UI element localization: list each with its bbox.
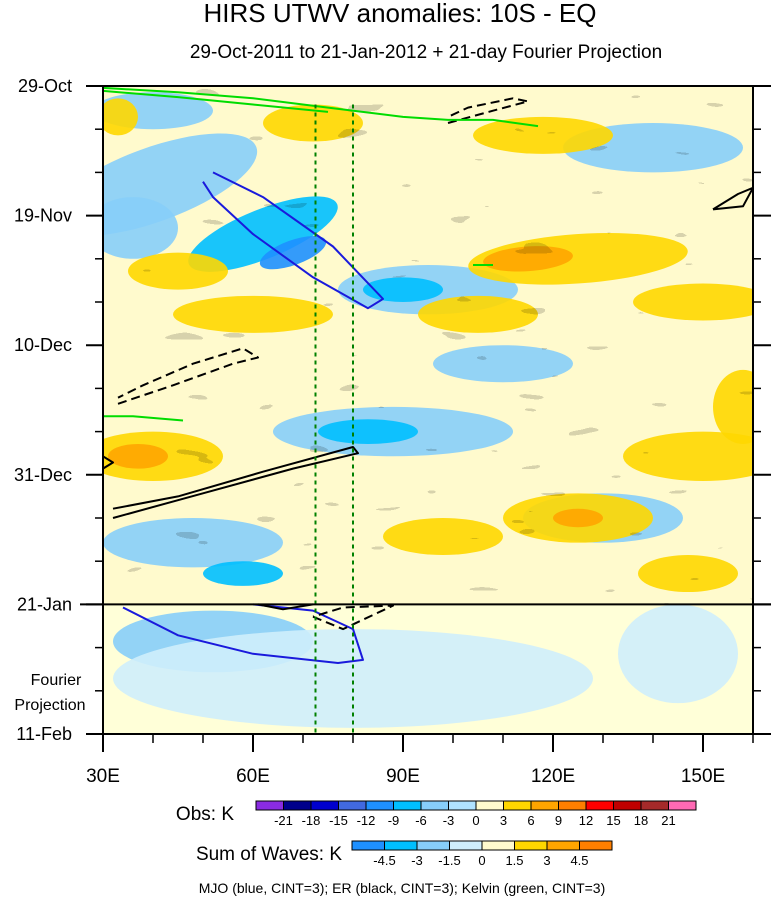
- waves-colorbar-tick-label-6: 4.5: [570, 853, 588, 868]
- anomaly-field: [103, 86, 753, 734]
- anomaly-patch-32: [113, 629, 593, 728]
- obs-colorbar-swatch-1: [283, 800, 312, 811]
- reference-longitude-lines: [314, 104, 354, 734]
- mjo-contour-0: [202, 171, 384, 310]
- obs-colorbar-swatch-3: [338, 800, 367, 811]
- obs-colorbar-tick-label-3: -12: [357, 813, 376, 828]
- y-tick-label-0: 29-Oct: [18, 76, 72, 96]
- obs-colorbar-swatch-0: [255, 800, 284, 811]
- x-tick-label-1: 60E: [236, 766, 270, 787]
- waves-colorbar-swatch-4: [481, 840, 515, 851]
- obs-colorbar-tick-label-5: -6: [415, 813, 427, 828]
- er-contour-7: [712, 186, 753, 211]
- obs-colorbar-swatch-14: [640, 800, 669, 811]
- obs-colorbar-tick-label-1: -18: [302, 813, 321, 828]
- kelvin-contour-10: [103, 89, 329, 113]
- x-tick-label-3: 120E: [531, 766, 575, 787]
- waves-colorbar-tick-label-4: 1.5: [505, 853, 523, 868]
- projection-label-line1: Fourier: [31, 672, 82, 689]
- obs-colorbar-swatch-10: [530, 800, 559, 811]
- waves-colorbar-tick-label-5: 3: [543, 853, 550, 868]
- anomaly-patch-33: [618, 604, 738, 704]
- obs-colorbar-swatch-13: [613, 800, 642, 811]
- y-tick-label-2: 10-Dec: [14, 335, 72, 355]
- kelvin-contour-11: [103, 415, 184, 422]
- waves-colorbar-tick-label-0: -4.5: [373, 853, 395, 868]
- obs-colorbar-swatch-11: [558, 800, 587, 811]
- y-tick-label-1: 19-Nov: [14, 206, 72, 226]
- x-tick-label-0: 30E: [86, 766, 120, 787]
- obs-colorbar-tick-label-2: -15: [329, 813, 348, 828]
- obs-colorbar-tick-label-8: 3: [500, 813, 507, 828]
- waves-colorbar-tick-label-1: -3: [411, 853, 423, 868]
- waves-colorbar-swatch-5: [514, 840, 548, 851]
- waves-colorbar-swatch-1: [384, 840, 418, 851]
- y-axis: 29-Oct 19-Nov 10-Dec 31-Dec 21-Jan 11-Feb: [14, 76, 771, 744]
- waves-colorbar-swatch-6: [546, 840, 580, 851]
- obs-colorbar-tick-label-6: -3: [443, 813, 455, 828]
- obs-colorbar-swatch-6: [420, 800, 449, 811]
- obs-colorbar-tick-label-14: 21: [661, 813, 675, 828]
- obs-colorbar-tick-label-12: 15: [606, 813, 620, 828]
- er-contour-6: [257, 603, 314, 611]
- obs-colorbar-label: Obs: K: [176, 804, 234, 825]
- waves-colorbar-tick-label-3: 0: [478, 853, 485, 868]
- obs-colorbar: -21 -18 -15 -12 -9 -6 -3 0 3 6 9 12 15 18 21: [255, 800, 697, 828]
- y-tick-label-5: 11-Feb: [16, 724, 72, 744]
- observed-texture: [103, 86, 753, 604]
- waves-colorbar-tick-label-2: -1.5: [438, 853, 460, 868]
- x-axis: 30E 60E 90E 120E 150E: [86, 734, 754, 787]
- waves-colorbar-label: Sum of Waves: K: [196, 844, 342, 865]
- obs-colorbar-swatch-8: [475, 800, 504, 811]
- obs-colorbar-swatch-4: [365, 800, 394, 811]
- obs-colorbar-swatch-7: [448, 800, 477, 811]
- obs-colorbar-swatch-9: [503, 800, 532, 811]
- er-contour-5: [312, 604, 394, 631]
- obs-colorbar-tick-label-9: 6: [527, 813, 534, 828]
- kelvin-contour-9: [103, 86, 539, 128]
- obs-colorbar-tick-label-11: 12: [579, 813, 593, 828]
- y-tick-label-3: 31-Dec: [14, 465, 72, 485]
- x-tick-label-4: 150E: [681, 766, 725, 787]
- plot-frame: [102, 85, 754, 735]
- obs-colorbar-tick-label-7: 0: [472, 813, 479, 828]
- obs-colorbar-tick-label-13: 18: [634, 813, 648, 828]
- obs-colorbar-swatch-5: [393, 800, 422, 811]
- obs-colorbar-swatch-15: [668, 800, 697, 811]
- chart-subtitle: 29-Oct-2011 to 21-Jan-2012 + 21-day Four…: [190, 42, 662, 63]
- er-contour-8: [103, 455, 114, 470]
- waves-colorbar-swatch-2: [416, 840, 450, 851]
- contour-footnote: MJO (blue, CINT=3); ER (black, CINT=3); …: [199, 880, 606, 896]
- waves-colorbar-swatch-7: [579, 840, 613, 851]
- wave-contours: [103, 86, 753, 664]
- waves-colorbar-swatch-3: [449, 840, 483, 851]
- obs-colorbar-tick-label-10: 9: [555, 813, 562, 828]
- obs-colorbar-swatch-2: [310, 800, 339, 811]
- chart-title: HIRS UTWV anomalies: 10S - EQ: [204, 0, 597, 28]
- waves-colorbar-swatch-0: [351, 840, 385, 851]
- waves-colorbar: -4.5 -3 -1.5 0 1.5 3 4.5: [351, 840, 613, 868]
- projection-label-line2: Projection: [14, 697, 85, 714]
- y-tick-label-4: 21-Jan: [17, 594, 72, 614]
- er-contour-2: [112, 446, 359, 519]
- er-contour-3: [117, 347, 259, 405]
- obs-colorbar-tick-label-0: -21: [274, 813, 293, 828]
- er-contour-4: [447, 97, 529, 124]
- obs-colorbar-tick-label-4: -9: [388, 813, 400, 828]
- obs-colorbar-swatch-12: [585, 800, 614, 811]
- x-tick-label-2: 90E: [386, 766, 420, 787]
